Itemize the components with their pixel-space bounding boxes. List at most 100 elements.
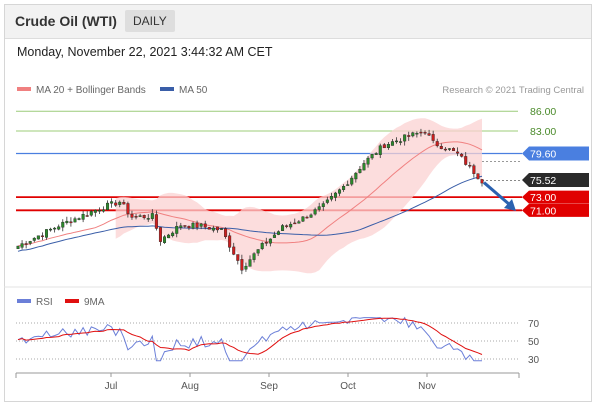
rsi-legend-swatch bbox=[17, 299, 31, 303]
candle-body bbox=[228, 235, 232, 248]
candle bbox=[130, 210, 134, 220]
candle bbox=[240, 254, 244, 275]
candle-body bbox=[77, 218, 81, 220]
candle bbox=[399, 138, 403, 146]
candle-body bbox=[338, 189, 342, 194]
rsi-ma-legend-label: 9MA bbox=[84, 297, 105, 308]
candle bbox=[175, 221, 179, 238]
candle bbox=[447, 148, 451, 151]
candle-body bbox=[134, 216, 138, 218]
candle-body bbox=[317, 206, 321, 210]
candle-body bbox=[171, 232, 175, 237]
candle bbox=[28, 240, 32, 246]
candle-body bbox=[321, 203, 325, 207]
candle-body bbox=[476, 173, 480, 180]
candle bbox=[85, 211, 89, 217]
candle-body bbox=[407, 135, 411, 137]
candle bbox=[472, 163, 476, 178]
candle bbox=[281, 223, 285, 231]
candle bbox=[40, 232, 44, 241]
candle-body bbox=[403, 134, 407, 142]
candle bbox=[366, 155, 370, 168]
candle-body bbox=[81, 213, 85, 220]
candle bbox=[390, 138, 394, 146]
candle-body bbox=[138, 215, 142, 217]
candle-body bbox=[240, 259, 244, 271]
credit-label: Research © 2021 Trading Central bbox=[442, 85, 584, 96]
candle bbox=[114, 200, 118, 207]
candle-body bbox=[40, 235, 44, 237]
candle-body bbox=[297, 221, 301, 224]
candle-body bbox=[411, 132, 415, 137]
candle-body bbox=[187, 225, 191, 229]
candle-body bbox=[69, 221, 73, 224]
rsi-line bbox=[17, 316, 482, 362]
candle bbox=[163, 235, 167, 244]
candle bbox=[106, 200, 110, 211]
level-tag-75.52 bbox=[522, 173, 589, 187]
candle bbox=[260, 241, 264, 251]
candle bbox=[171, 231, 175, 238]
candle-body bbox=[57, 226, 61, 230]
candle bbox=[122, 199, 126, 205]
candle bbox=[65, 216, 69, 225]
candle bbox=[301, 216, 305, 222]
rsi-plot: 70 50 30 bbox=[16, 316, 540, 366]
candle bbox=[476, 173, 480, 180]
candle bbox=[252, 252, 256, 263]
x-tick-label-aug: Aug bbox=[181, 381, 199, 392]
candle-body bbox=[203, 223, 207, 228]
candle bbox=[305, 215, 309, 219]
candle-body bbox=[439, 146, 443, 150]
candle bbox=[24, 240, 28, 249]
candle bbox=[264, 237, 268, 247]
candle bbox=[154, 210, 158, 231]
candle-body bbox=[158, 227, 162, 242]
candle bbox=[423, 130, 427, 136]
candle-body bbox=[480, 179, 484, 184]
candle-body bbox=[431, 134, 435, 141]
ma50-legend-label: MA 50 bbox=[179, 85, 208, 96]
candle bbox=[150, 209, 154, 221]
candle-body bbox=[325, 199, 329, 203]
candle-body bbox=[97, 210, 101, 212]
chart-header: Crude Oil (WTI) DAILY bbox=[5, 5, 591, 39]
candle-body bbox=[264, 241, 268, 244]
x-tick-label-sep: Sep bbox=[260, 381, 278, 392]
candle bbox=[207, 226, 211, 230]
candle bbox=[167, 233, 171, 239]
candle-body bbox=[390, 141, 394, 146]
candle-body bbox=[44, 229, 48, 238]
level-tag-79.60 bbox=[522, 146, 589, 161]
candle bbox=[89, 209, 93, 217]
candle bbox=[342, 184, 346, 192]
candle bbox=[403, 134, 407, 146]
ma20-legend-label: MA 20 + Bollinger Bands bbox=[36, 85, 146, 96]
candle-body bbox=[248, 259, 252, 267]
candle-body bbox=[191, 222, 195, 229]
bollinger-band bbox=[115, 118, 482, 274]
candle-body bbox=[260, 243, 264, 249]
ma20-line bbox=[17, 141, 483, 247]
timeframe-badge[interactable]: DAILY bbox=[125, 10, 175, 32]
candle-body bbox=[452, 148, 456, 151]
price-plot bbox=[16, 110, 522, 275]
candle bbox=[411, 131, 415, 138]
candle-body bbox=[179, 225, 183, 228]
candle bbox=[395, 137, 399, 144]
candle bbox=[203, 220, 207, 230]
candle bbox=[110, 198, 114, 208]
candle bbox=[419, 128, 423, 137]
candle-body bbox=[122, 201, 126, 205]
rsi-level-label: 70 bbox=[528, 319, 540, 330]
candle bbox=[464, 152, 468, 166]
candle bbox=[138, 213, 142, 217]
candle-body bbox=[167, 234, 171, 239]
candle bbox=[427, 129, 431, 137]
candle bbox=[452, 147, 456, 151]
candle-body bbox=[73, 218, 77, 223]
candle bbox=[313, 207, 317, 216]
candle-body bbox=[256, 249, 260, 254]
candle-body bbox=[435, 141, 439, 147]
